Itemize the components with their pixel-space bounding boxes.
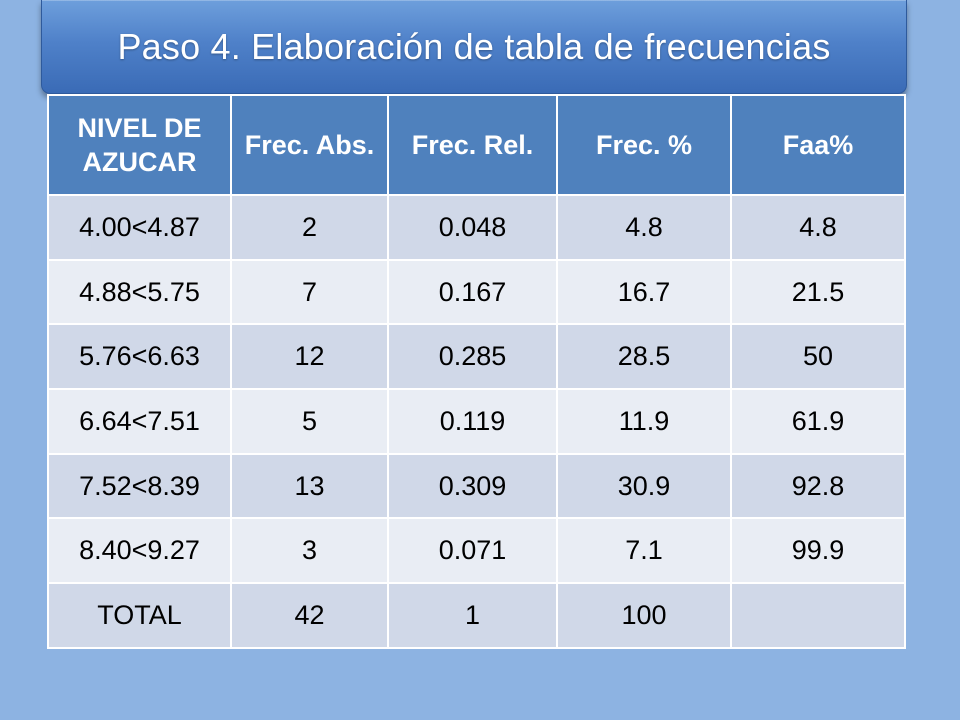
slide-title: Paso 4. Elaboración de tabla de frecuenc…	[117, 25, 831, 67]
cell-frec-pct: 16.7	[556, 258, 732, 326]
cell-frec-abs: 2	[230, 194, 389, 261]
frequency-table: NIVEL DE AZUCAR Frec. Abs. Frec. Rel. Fr…	[47, 94, 906, 649]
cell-faa-pct: 50	[730, 323, 906, 391]
table-row: 6.64<7.51 5 0.119 11.9 61.9	[47, 388, 906, 455]
cell-total-frec-pct: 100	[556, 582, 732, 649]
table-row: 5.76<6.63 12 0.285 28.5 50	[47, 323, 906, 391]
table-header-row: NIVEL DE AZUCAR Frec. Abs. Frec. Rel. Fr…	[47, 94, 906, 196]
cell-total-faa-pct	[730, 582, 906, 649]
cell-total-frec-abs: 42	[230, 582, 389, 649]
cell-total-frec-rel: 1	[387, 582, 558, 649]
cell-nivel: 7.52<8.39	[47, 452, 232, 520]
header-frec-abs: Frec. Abs.	[230, 94, 389, 196]
table-total-row: TOTAL 42 1 100	[47, 582, 906, 649]
cell-faa-pct: 61.9	[730, 388, 906, 455]
cell-nivel: 6.64<7.51	[47, 388, 232, 455]
header-frec-pct: Frec. %	[556, 94, 732, 196]
cell-frec-abs: 12	[230, 323, 389, 391]
cell-total-label: TOTAL	[47, 582, 232, 649]
cell-frec-rel: 0.167	[387, 258, 558, 326]
cell-frec-abs: 5	[230, 388, 389, 455]
cell-nivel: 4.00<4.87	[47, 194, 232, 261]
cell-faa-pct: 99.9	[730, 517, 906, 585]
cell-frec-pct: 7.1	[556, 517, 732, 585]
cell-frec-rel: 0.285	[387, 323, 558, 391]
cell-frec-rel: 0.048	[387, 194, 558, 261]
cell-frec-pct: 28.5	[556, 323, 732, 391]
cell-frec-rel: 0.309	[387, 452, 558, 520]
cell-frec-rel: 0.071	[387, 517, 558, 585]
table-row: 8.40<9.27 3 0.071 7.1 99.9	[47, 517, 906, 585]
cell-frec-pct: 11.9	[556, 388, 732, 455]
cell-nivel: 4.88<5.75	[47, 258, 232, 326]
cell-frec-abs: 13	[230, 452, 389, 520]
cell-faa-pct: 92.8	[730, 452, 906, 520]
header-faa-pct: Faa%	[730, 94, 906, 196]
table-row: 7.52<8.39 13 0.309 30.9 92.8	[47, 452, 906, 520]
cell-frec-abs: 7	[230, 258, 389, 326]
cell-frec-pct: 4.8	[556, 194, 732, 261]
header-nivel-de-azucar: NIVEL DE AZUCAR	[47, 94, 232, 196]
cell-frec-abs: 3	[230, 517, 389, 585]
cell-frec-rel: 0.119	[387, 388, 558, 455]
table-row: 4.88<5.75 7 0.167 16.7 21.5	[47, 258, 906, 326]
cell-frec-pct: 30.9	[556, 452, 732, 520]
cell-faa-pct: 21.5	[730, 258, 906, 326]
table-row: 4.00<4.87 2 0.048 4.8 4.8	[47, 194, 906, 261]
cell-faa-pct: 4.8	[730, 194, 906, 261]
cell-nivel: 8.40<9.27	[47, 517, 232, 585]
header-frec-rel: Frec. Rel.	[387, 94, 558, 196]
title-bar: Paso 4. Elaboración de tabla de frecuenc…	[41, 0, 907, 94]
cell-nivel: 5.76<6.63	[47, 323, 232, 391]
